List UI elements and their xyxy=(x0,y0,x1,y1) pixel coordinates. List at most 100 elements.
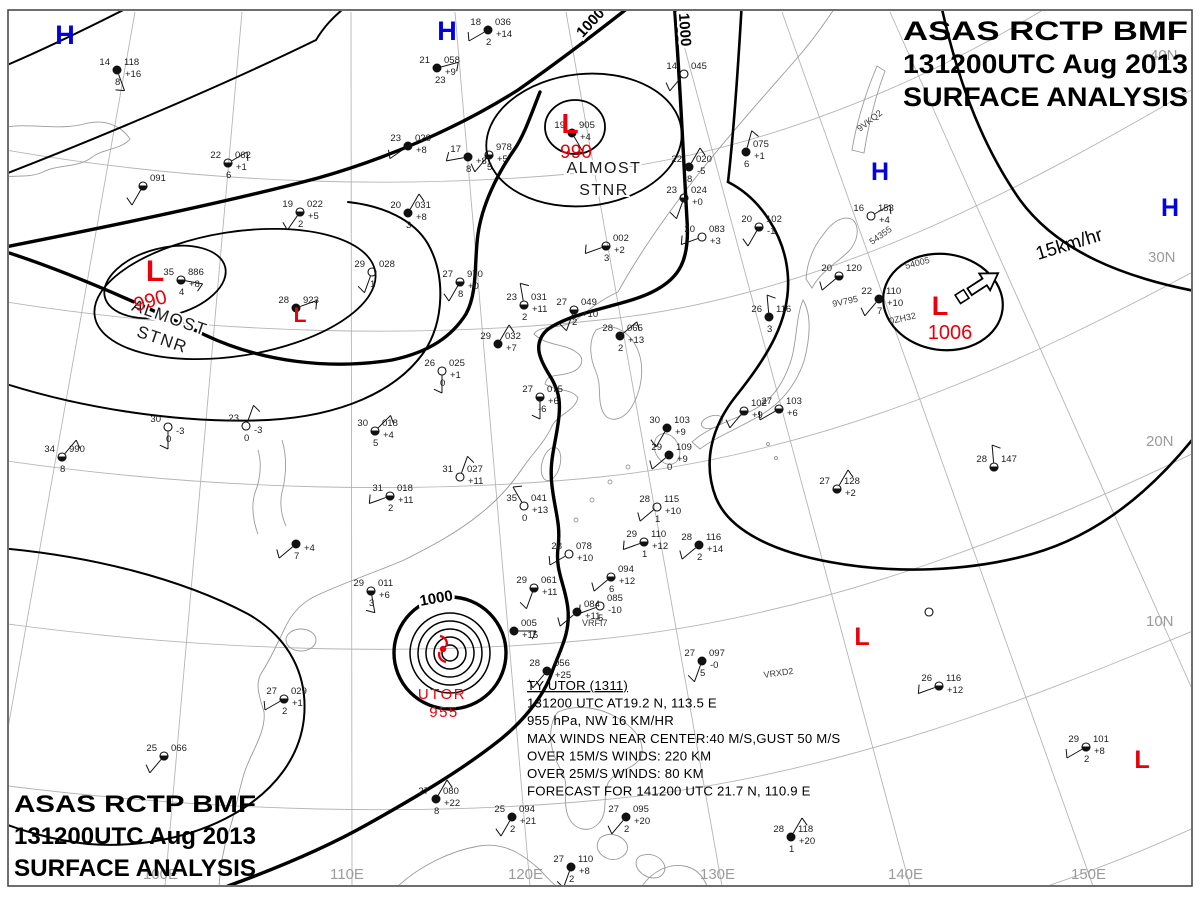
typhoon-rings xyxy=(392,595,508,711)
station-temperature: 22 xyxy=(861,286,872,297)
station-pressure: 094 xyxy=(618,564,634,575)
station-plot: 27 097-0 5 xyxy=(684,648,725,683)
cloud-cover-half-icon xyxy=(370,430,380,436)
coast-china-vietnam xyxy=(218,291,619,885)
station-pressure: 062 xyxy=(235,150,251,161)
wind-barb-feather-icon xyxy=(607,825,613,835)
wind-barb-feather-icon xyxy=(860,307,866,317)
station-tendency: +0 xyxy=(468,281,479,292)
meridian-130e xyxy=(565,11,723,885)
station-plot: 28 923 xyxy=(278,295,319,313)
station-pressure: 110 xyxy=(578,854,593,865)
station-plot: 27 029+1 2 xyxy=(263,686,307,717)
wind-barb-feather-icon xyxy=(467,455,475,464)
wind-barb-icon xyxy=(593,579,608,592)
cloud-cover-icon xyxy=(741,147,751,157)
station-plot: 27 970+0 8 xyxy=(442,269,483,302)
cloud-cover-half-icon xyxy=(679,197,689,203)
station-tendency: +1 xyxy=(236,162,247,173)
wind-barb-feather-icon xyxy=(263,700,266,711)
cloud-cover-icon xyxy=(664,450,674,460)
cloud-cover-half-icon xyxy=(834,275,844,281)
station-temperature: 26 xyxy=(424,358,435,369)
station-temperature: 14 xyxy=(99,57,110,68)
wind-barb-feather-icon xyxy=(126,197,133,206)
wind-barb-feather-icon xyxy=(751,130,759,137)
station-plot xyxy=(924,607,934,617)
isobar-bottom-left xyxy=(9,547,306,846)
wind-barb-feather-icon xyxy=(418,193,425,202)
station-tendency: -3 xyxy=(176,426,184,437)
station-low-code: 1 xyxy=(789,844,794,855)
station-tendency: -0 xyxy=(710,660,718,671)
station-tendency: +0 xyxy=(692,197,703,208)
wind-barb-feather-icon xyxy=(445,151,450,161)
station-pressure: 978 xyxy=(496,142,512,153)
wind-barb-icon xyxy=(512,486,523,503)
station-low-code: 2 xyxy=(618,343,623,354)
station-pressure: 905 xyxy=(579,120,595,131)
station-temperature: 29 xyxy=(353,578,364,589)
typhoon-info-line: 955 hPa, NW 16 KM/HR xyxy=(527,713,674,728)
isobar xyxy=(9,201,442,422)
station-temperature: 29 xyxy=(651,442,662,453)
meridian-90e xyxy=(9,11,136,726)
station-temperature: 28 xyxy=(681,532,692,543)
wind-barb-feather-icon xyxy=(557,617,561,627)
station-pressure: 116 xyxy=(706,532,721,543)
wind-barb-feather-icon xyxy=(443,293,450,302)
station-pressure: 116 xyxy=(946,673,961,684)
station-temperature: 22 xyxy=(671,154,682,165)
isobar xyxy=(9,11,124,66)
station-low-code: 4 xyxy=(179,287,184,298)
station-low-code: 0 xyxy=(440,378,445,389)
cloud-cover-half-icon xyxy=(774,408,784,414)
wind-barb-icon xyxy=(499,324,510,341)
station-plot: 14 045 xyxy=(665,61,707,92)
station-pressure: 011 xyxy=(378,578,393,589)
station-pressure: 065 xyxy=(627,323,643,334)
wind-barb-feather-icon xyxy=(584,244,587,254)
station-pressure: 028 xyxy=(379,259,395,270)
wind-barb-feather-icon xyxy=(991,444,1001,449)
cloud-cover-icon xyxy=(431,794,441,804)
station-plot: 27 103+6 xyxy=(758,396,802,421)
coast-primorye xyxy=(617,11,834,293)
wind-barb-icon xyxy=(690,147,701,164)
station-tendency: +4 xyxy=(304,543,315,554)
station-tendency: +2 xyxy=(614,245,625,256)
wind-barb-icon xyxy=(729,414,742,429)
cloud-cover-icon xyxy=(866,211,876,221)
isobar-1006-low xyxy=(882,252,1004,352)
coast-korea xyxy=(590,326,643,420)
station-tendency: +15 xyxy=(522,630,538,641)
station-low-code: 0 xyxy=(522,513,527,524)
station-pressure: 031 xyxy=(531,292,547,303)
station-temperature: 28 xyxy=(551,541,562,552)
station-plot: 23 -3 0 xyxy=(228,404,262,444)
cloud-cover-half-icon xyxy=(223,162,233,168)
station-pressure: 049 xyxy=(581,297,597,308)
wind-barb-feather-icon xyxy=(282,221,288,231)
station-tendency: +10 xyxy=(887,298,903,309)
station-tendency: -3 xyxy=(254,425,262,436)
station-temperature: 20 xyxy=(741,214,752,225)
wind-barb-icon xyxy=(519,283,524,301)
station-plot: 075+1 6 xyxy=(741,130,769,170)
station-plot: 31 027+11 xyxy=(442,455,483,487)
meridian-110e xyxy=(350,11,353,885)
station-low-code: 8 xyxy=(458,289,463,300)
station-pressure: 018 xyxy=(397,483,413,494)
cloud-cover-half-icon xyxy=(989,466,999,472)
cloud-cover-icon xyxy=(519,501,529,511)
cloud-cover-half-icon xyxy=(832,488,842,494)
cloud-cover-icon xyxy=(163,422,173,432)
station-tendency: +4 xyxy=(879,215,890,226)
wind-barb-feather-icon xyxy=(742,238,749,247)
station-temperature: 21 xyxy=(419,55,430,66)
wind-barb-icon xyxy=(364,276,371,293)
wind-barb-icon xyxy=(371,595,376,613)
wind-barb-feather-icon xyxy=(889,204,892,215)
station-pressure: 116 xyxy=(776,304,791,315)
station-low-code: 3 xyxy=(604,253,609,264)
